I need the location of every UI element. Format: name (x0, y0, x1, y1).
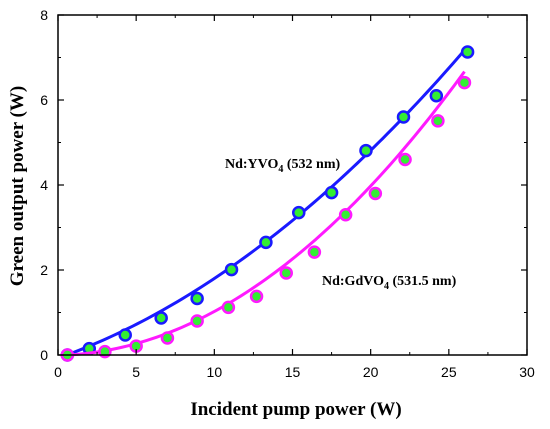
series-labels: Nd:YVO4 (532 nm) Nd:GdVO4 (531.5 nm) (225, 157, 457, 292)
data-point (190, 291, 204, 306)
y-tick-label: 6 (40, 92, 48, 108)
axes: 0 5 10 15 20 25 30 0 2 4 6 8 (40, 7, 535, 380)
y-tick-label: 2 (40, 262, 48, 278)
y-axis-title: Green output power (W) (7, 86, 28, 286)
data-point (431, 114, 445, 128)
x-tick-label: 15 (285, 364, 301, 380)
data-point (279, 266, 293, 280)
x-tick-label: 5 (132, 364, 140, 380)
data-point (118, 328, 132, 342)
x-tick-label: 30 (519, 364, 535, 380)
x-tick-label: 25 (441, 364, 457, 380)
fit-line (66, 45, 469, 357)
data-point (359, 143, 373, 158)
data-point (292, 205, 306, 220)
data-point (396, 110, 411, 124)
data-point (249, 289, 264, 304)
x-axis-title: Incident pump power (W) (190, 399, 401, 420)
series-label-yvo4: Nd:YVO4 (532 nm) (225, 157, 341, 175)
data-point (398, 152, 412, 167)
data-point (307, 245, 322, 259)
data-point (457, 75, 472, 90)
data-point (190, 314, 204, 328)
data-point (429, 89, 444, 103)
data-point (460, 45, 475, 59)
data-point (324, 185, 339, 200)
data-point (338, 208, 353, 222)
data-point (368, 186, 383, 201)
y-tick-label: 0 (40, 347, 48, 363)
series-0 (60, 45, 475, 362)
plot-frame (57, 14, 528, 356)
data-point (154, 311, 168, 325)
series-label-gdvo4: Nd:GdVO4 (531.5 nm) (322, 274, 457, 292)
y-tick-label: 8 (40, 7, 48, 23)
data-point (224, 262, 239, 277)
x-tick-label: 20 (363, 364, 379, 380)
data-point (221, 300, 236, 315)
data-point (160, 331, 175, 345)
plot-area (60, 45, 475, 362)
y-tick-label: 4 (40, 177, 48, 193)
data-point (259, 235, 273, 250)
x-tick-label: 10 (207, 364, 223, 380)
x-tick-label: 0 (54, 364, 62, 380)
